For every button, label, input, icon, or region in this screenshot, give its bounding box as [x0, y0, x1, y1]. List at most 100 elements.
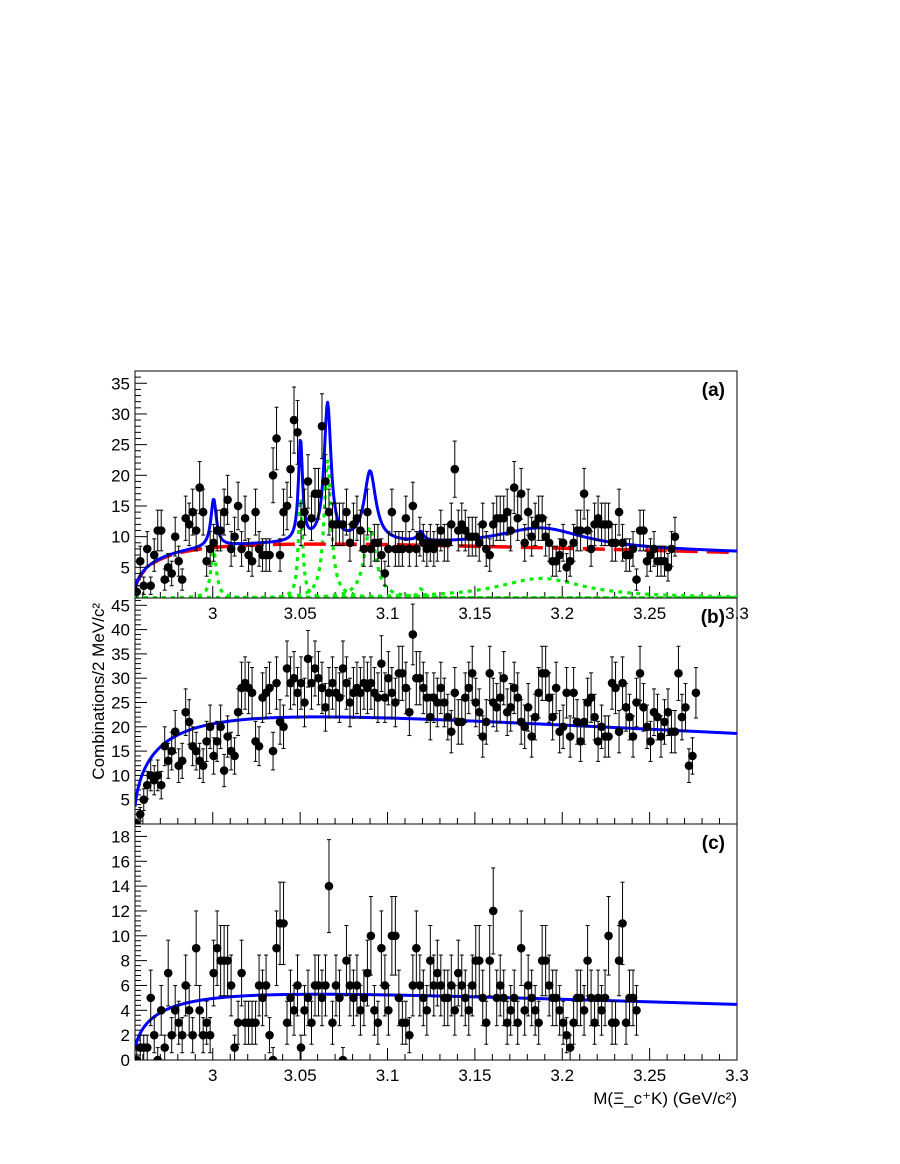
- data-marker: [167, 569, 176, 578]
- data-marker: [492, 993, 502, 1003]
- data-point: [457, 954, 467, 1017]
- data-point: [335, 969, 344, 1027]
- data-marker: [387, 688, 397, 698]
- data-marker: [415, 981, 425, 990]
- data-marker: [240, 513, 250, 523]
- data-marker: [478, 732, 488, 741]
- y-tick-label: 12: [111, 902, 130, 921]
- data-point: [338, 640, 348, 697]
- data-point: [408, 954, 418, 1017]
- data-point: [380, 954, 390, 1017]
- data-marker: [233, 707, 243, 717]
- data-marker: [384, 673, 393, 683]
- data-marker: [139, 795, 149, 804]
- data-marker: [377, 943, 386, 953]
- panel-label: (b): [701, 607, 725, 628]
- data-point: [429, 954, 439, 1017]
- data-point: [625, 693, 634, 741]
- data-point: [198, 1017, 208, 1054]
- plot-area: [135, 603, 737, 824]
- data-point: [509, 461, 519, 515]
- data-point: [450, 667, 460, 719]
- data-point: [492, 683, 502, 732]
- data-point: [237, 531, 246, 567]
- data-point: [481, 1000, 491, 1045]
- data-marker: [401, 1018, 411, 1028]
- data-marker: [261, 981, 271, 990]
- data-marker: [170, 727, 180, 736]
- data-marker: [453, 968, 463, 978]
- data-marker: [653, 712, 662, 722]
- plot-frame: [134, 823, 738, 1061]
- data-point: [632, 984, 641, 1036]
- data-point: [135, 545, 145, 577]
- data-marker: [544, 693, 554, 702]
- data-marker: [614, 727, 624, 736]
- data-point: [391, 896, 400, 976]
- data-point: [191, 731, 201, 771]
- data-point: [268, 447, 278, 504]
- data-point: [408, 481, 418, 531]
- data-marker: [499, 993, 509, 1003]
- data-point: [614, 924, 624, 997]
- data-marker: [527, 732, 536, 741]
- data-marker: [191, 943, 201, 953]
- data-point: [314, 954, 323, 1017]
- data-marker: [523, 981, 533, 990]
- data-point: [405, 1017, 414, 1054]
- data-marker: [275, 550, 285, 560]
- data-marker: [160, 741, 170, 751]
- data-marker: [153, 771, 163, 780]
- data-point: [160, 1034, 170, 1060]
- data-marker: [265, 683, 274, 693]
- data-marker: [254, 981, 264, 990]
- data-point: [670, 516, 680, 557]
- data-point: [586, 672, 596, 723]
- data-marker: [544, 538, 554, 548]
- data-marker: [628, 732, 638, 741]
- data-marker: [181, 981, 190, 990]
- data-point: [363, 488, 372, 536]
- data-marker: [642, 722, 652, 732]
- data-marker: [415, 673, 425, 683]
- data-point: [485, 924, 495, 997]
- data-marker: [177, 1030, 187, 1040]
- data-point: [300, 488, 309, 536]
- data-marker: [565, 732, 575, 741]
- data-point: [293, 667, 302, 719]
- data-marker: [412, 943, 421, 953]
- data-point: [293, 399, 302, 465]
- y-tick-label: 8: [121, 952, 130, 971]
- data-point: [628, 531, 638, 567]
- data-marker: [429, 981, 439, 990]
- data-marker: [621, 1018, 631, 1028]
- data-point: [352, 954, 362, 1017]
- data-marker: [600, 993, 610, 1003]
- data-marker: [632, 575, 641, 584]
- data-point: [328, 1000, 337, 1045]
- data-marker: [422, 1006, 432, 1015]
- panel-label: (a): [702, 380, 725, 401]
- data-point: [216, 704, 225, 750]
- data-point: [167, 1017, 176, 1054]
- data-point: [240, 495, 250, 541]
- y-tick-label: 25: [111, 436, 130, 455]
- data-point: [541, 645, 550, 701]
- data-marker: [628, 993, 638, 1003]
- data-point: [544, 954, 554, 1017]
- data-point: [289, 984, 299, 1036]
- data-marker: [684, 761, 694, 770]
- data-marker: [202, 1018, 211, 1028]
- data-marker: [618, 919, 627, 928]
- y-tick-label: 18: [111, 827, 130, 846]
- data-point: [258, 969, 267, 1027]
- data-marker: [688, 751, 697, 761]
- data-point: [453, 939, 463, 1007]
- x-tick-label: 3.1: [376, 604, 400, 623]
- data-point: [314, 467, 323, 520]
- data-marker: [681, 703, 690, 712]
- data-marker: [216, 526, 225, 535]
- data-point: [377, 635, 386, 693]
- data-marker: [516, 489, 526, 499]
- data-point: [499, 969, 509, 1027]
